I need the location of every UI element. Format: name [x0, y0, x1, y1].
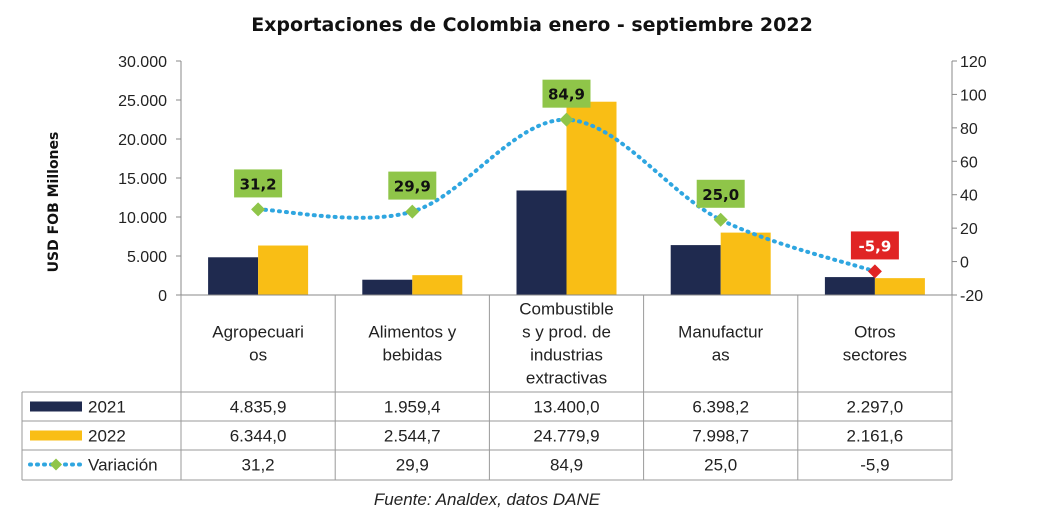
y-tick-label: 0 — [158, 288, 167, 305]
y2-tick-label: -20 — [960, 288, 983, 305]
table-cell: 13.400,0 — [533, 398, 599, 417]
legend-key-marker — [50, 458, 62, 471]
table-cell: 1.959,4 — [384, 398, 441, 417]
table-cell: 6.344,0 — [230, 427, 287, 446]
bar-2021-1 — [362, 279, 413, 295]
source-note: Fuente: Analdex, datos DANE — [374, 490, 601, 509]
y2-tick-label: 0 — [960, 255, 969, 272]
y-tick-label: 5.000 — [127, 249, 167, 266]
legend-label-2021: 2021 — [88, 398, 126, 417]
table-cell: -5,9 — [860, 456, 889, 475]
table-cell: 6.398,2 — [692, 398, 749, 417]
table-cell: 4.835,9 — [230, 398, 287, 417]
variation-marker-3 — [713, 212, 728, 227]
data-label-4: -5,9 — [858, 237, 891, 255]
data-label-2: 84,9 — [548, 86, 585, 104]
chart-title: Exportaciones de Colombia enero - septie… — [251, 14, 813, 36]
y-tick-label: 30.000 — [118, 54, 167, 71]
y2-tick-label: 40 — [960, 188, 978, 205]
bar-2021-0 — [208, 257, 259, 295]
table-cell: 2.544,7 — [384, 427, 441, 446]
category-label: Otros — [854, 323, 896, 342]
bar-2022-2 — [566, 101, 617, 295]
data-label-box-2 — [542, 79, 591, 108]
variation-marker-0 — [251, 202, 266, 217]
legend-label-Variación: Variación — [88, 456, 158, 475]
category-label: s y prod. de — [522, 323, 611, 342]
legend-label-2022: 2022 — [88, 427, 126, 446]
table-cell: 2.161,6 — [847, 427, 904, 446]
table-cell: 29,9 — [396, 456, 429, 475]
data-label-box-3 — [696, 179, 745, 208]
category-label: industrias — [530, 346, 603, 365]
y2-tick-label: 120 — [960, 54, 987, 71]
variation-marker-2 — [559, 112, 574, 127]
bar-2021-2 — [516, 190, 567, 295]
bar-2022-4 — [874, 278, 925, 295]
data-label-box-4 — [850, 231, 899, 260]
data-label-3: 25,0 — [702, 186, 739, 204]
y2-tick-label: 80 — [960, 121, 978, 138]
variation-marker-1 — [405, 204, 420, 219]
legend-key-2021 — [30, 401, 82, 412]
legend-key-2022 — [30, 430, 82, 441]
category-label: Combustible — [519, 300, 614, 319]
category-label: bebidas — [383, 346, 443, 365]
category-label: Agropecuari — [212, 323, 304, 342]
bar-2021-3 — [670, 245, 721, 295]
bar-2022-1 — [412, 275, 463, 295]
y-tick-label: 15.000 — [118, 171, 167, 188]
data-label-box-0 — [234, 169, 283, 198]
data-label-0: 31,2 — [240, 175, 277, 193]
table-cell: 31,2 — [242, 456, 275, 475]
y-tick-label: 10.000 — [118, 210, 167, 227]
category-label: Manufactur — [678, 323, 763, 342]
y2-tick-label: 60 — [960, 154, 978, 171]
table-cell: 25,0 — [704, 456, 737, 475]
y-tick-label: 20.000 — [118, 132, 167, 149]
table-cell: 7.998,7 — [692, 427, 749, 446]
table-cell: 2.297,0 — [847, 398, 904, 417]
bar-2022-0 — [258, 245, 309, 295]
y2-tick-label: 20 — [960, 221, 978, 238]
table-cell: 24.779,9 — [533, 427, 599, 446]
data-label-1: 29,9 — [394, 178, 431, 196]
category-label: os — [249, 346, 267, 365]
bar-2021-4 — [824, 277, 875, 295]
y-tick-label: 25.000 — [118, 93, 167, 110]
table-cell: 84,9 — [550, 456, 583, 475]
category-label: extractivas — [526, 369, 607, 388]
plot-area: 0 5.000 10.000 15.000 20.000 25.000 30.000 -20 0… — [118, 54, 987, 305]
category-label: sectores — [843, 346, 907, 365]
y-axis-label: USD FOB Millones — [46, 132, 62, 273]
variation-marker-4 — [867, 264, 882, 279]
y2-tick-label: 100 — [960, 87, 987, 104]
category-label: as — [712, 346, 730, 365]
bar-2022-3 — [720, 232, 771, 295]
category-label: Alimentos y — [368, 323, 456, 342]
data-label-box-1 — [388, 171, 437, 200]
data-table: Agropecuari os Alimentos y bebidas Combustib… — [21, 295, 953, 481]
